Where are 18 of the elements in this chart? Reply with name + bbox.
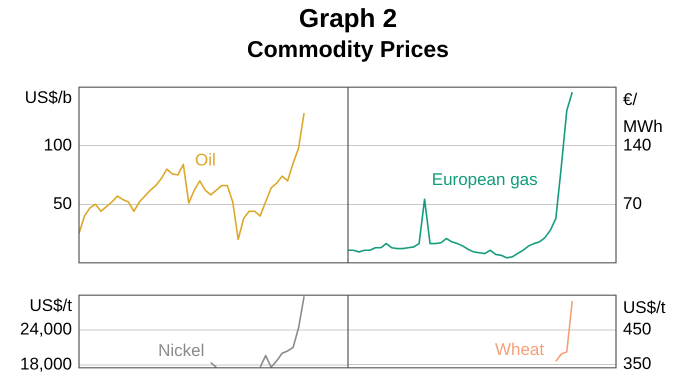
chart-subtitle: Commodity Prices — [246, 36, 450, 63]
y-tick-label: 50 — [53, 194, 72, 213]
series-label: Wheat — [494, 340, 544, 360]
series-label: Nickel — [158, 340, 204, 360]
chart-title: Graph 2 — [298, 3, 398, 34]
y-tick-label: 70 — [623, 194, 642, 213]
y-axis-title: US$/t — [623, 298, 666, 317]
series-label: Oil — [195, 150, 216, 170]
y-tick-label: 24,000 — [20, 320, 72, 339]
y-axis-title: US$/b — [24, 88, 72, 107]
y-tick-label: 450 — [623, 319, 652, 338]
series-label: European gas — [432, 170, 538, 189]
y-tick-label: 100 — [44, 135, 72, 154]
y-tick-label: 350 — [623, 354, 652, 374]
y-tick-label: 18,000 — [20, 354, 72, 374]
y-axis-title: US$/t — [29, 296, 72, 315]
y-axis-title: €/ MWh — [623, 90, 663, 136]
y-tick-label: 140 — [623, 135, 652, 154]
